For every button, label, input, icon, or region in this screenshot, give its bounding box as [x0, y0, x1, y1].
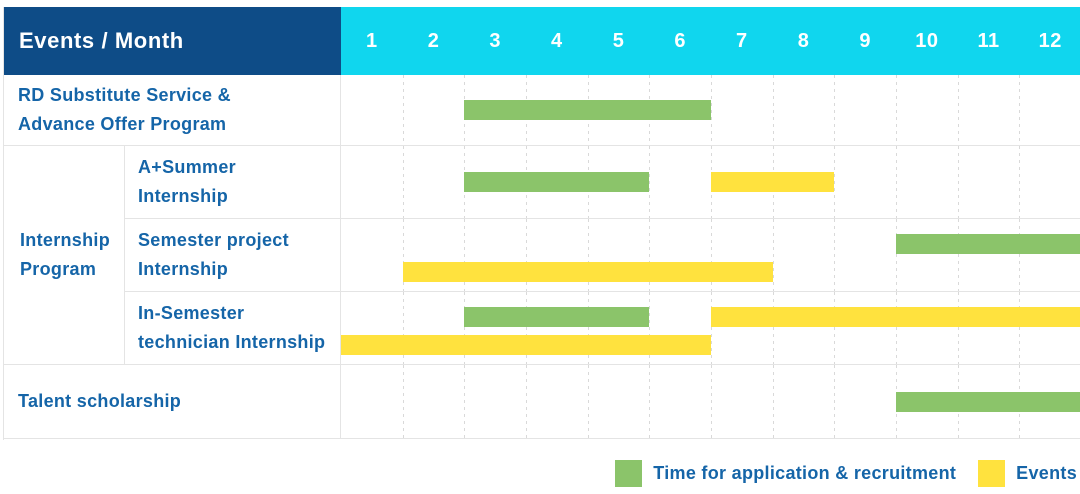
bar-events	[711, 172, 835, 192]
bar-application	[464, 172, 650, 192]
month-gridline	[402, 292, 404, 364]
legend-label-events: Events	[1016, 462, 1077, 483]
month-gridline	[402, 146, 404, 218]
month-gridline	[896, 292, 897, 364]
row-label-a-plus-summer: A+Summer Internship	[125, 146, 341, 219]
month-header-7: 7	[736, 29, 748, 52]
month-header-1: 1	[366, 29, 378, 52]
month-header-6: 6	[674, 29, 686, 52]
bar-application	[896, 391, 1080, 412]
month-gridline	[957, 219, 959, 291]
month-gridline	[587, 292, 589, 364]
month-header-4: 4	[551, 29, 563, 52]
month-gridline	[834, 146, 836, 218]
chart-row-talent-scholarship	[341, 365, 1080, 439]
month-gridline	[957, 146, 959, 218]
bar-application	[464, 100, 711, 120]
label-line: Internship	[20, 230, 111, 250]
month-header-3: 3	[489, 29, 501, 52]
row-label-in-semester-technician: In-Semester technician Internship	[125, 292, 341, 365]
month-gridline	[464, 292, 466, 364]
month-gridline	[587, 219, 589, 291]
legend-swatch-application	[615, 459, 643, 487]
chart-row-in-semester-technician	[341, 292, 1080, 365]
chart-row-semester-project	[341, 219, 1080, 292]
label-line: Semester project	[138, 230, 289, 250]
label-line: In-Semester	[138, 303, 245, 323]
month-gridline	[957, 75, 959, 145]
table-header-title: Events / Month	[4, 7, 341, 75]
legend: Time for application & recruitment Events	[615, 459, 1077, 487]
month-gridline	[834, 365, 836, 438]
month-gridline	[649, 219, 651, 291]
label-line: technician Internship	[138, 332, 326, 352]
month-gridline	[711, 365, 712, 438]
month-gridline	[772, 219, 774, 291]
month-gridline	[772, 365, 774, 438]
month-header-9: 9	[859, 29, 872, 52]
label-line: Internship	[138, 259, 229, 279]
month-gridline	[957, 292, 959, 364]
month-header-8: 8	[797, 29, 810, 52]
month-header-12: 12	[1038, 29, 1062, 52]
legend-item-events: Events	[978, 459, 1077, 487]
chart-row-rd-substitute	[341, 75, 1080, 146]
month-header-11: 11	[977, 29, 1000, 52]
month-gridline	[772, 292, 774, 364]
month-gridline	[772, 75, 774, 145]
month-gridline	[711, 75, 712, 145]
label-line: RD Substitute Service &	[18, 85, 231, 105]
month-gridline	[464, 219, 466, 291]
month-gridline	[896, 75, 897, 145]
month-gridline	[464, 365, 466, 438]
month-gridline	[834, 292, 836, 364]
legend-swatch-events	[978, 459, 1006, 487]
row-label-rd-substitute: RD Substitute Service & Advance Offer Pro…	[4, 75, 341, 146]
group-label-internship-program: Internship Program	[4, 146, 125, 365]
month-gridline	[834, 75, 836, 145]
month-gridline	[649, 146, 651, 218]
month-gridline	[1019, 219, 1021, 291]
legend-label-application: Time for application & recruitment	[653, 462, 957, 483]
month-gridline	[896, 219, 897, 291]
label-line: Program	[20, 259, 97, 279]
row-label-semester-project: Semester project Internship	[125, 219, 341, 292]
month-header-row: 1 2 3 4 5 6 7 8 9 10 11 12	[341, 7, 1080, 75]
month-gridline	[1019, 292, 1021, 364]
month-gridline	[1019, 146, 1021, 218]
chart-row-a-plus-summer	[341, 146, 1080, 219]
bar-events	[711, 307, 1080, 327]
row-label-talent-scholarship: Talent scholarship	[4, 365, 341, 439]
month-header-10: 10	[915, 29, 939, 52]
label-line: Talent scholarship	[18, 391, 182, 411]
month-gridline	[649, 365, 651, 438]
legend-item-application: Time for application & recruitment	[615, 459, 957, 487]
events-month-table: Events / Month 1 2 3 4 5 6 7 8 9 10 11 12 RD Substi…	[3, 7, 1080, 440]
month-gridline	[1019, 75, 1021, 145]
month-gridline	[834, 219, 836, 291]
month-gridline	[526, 219, 527, 291]
bar-events	[402, 262, 773, 282]
label-line: Advance Offer Program	[18, 114, 227, 134]
month-gridline	[896, 146, 897, 218]
month-gridline	[711, 292, 712, 364]
month-gridline	[587, 365, 589, 438]
month-gridline	[649, 292, 651, 364]
month-gridline	[526, 365, 527, 438]
month-header-5: 5	[612, 29, 625, 52]
month-gridline	[402, 75, 404, 145]
month-gridline	[402, 219, 404, 291]
label-line: A+Summer	[138, 157, 236, 177]
bar-application	[896, 234, 1080, 254]
bar-application	[464, 307, 650, 327]
month-gridline	[526, 292, 527, 364]
label-line: Internship	[138, 186, 229, 206]
month-header-2: 2	[427, 29, 440, 52]
page-title: Events / Month	[19, 28, 184, 53]
month-gridline	[711, 219, 712, 291]
bar-events	[341, 335, 711, 355]
month-gridline	[402, 365, 404, 438]
